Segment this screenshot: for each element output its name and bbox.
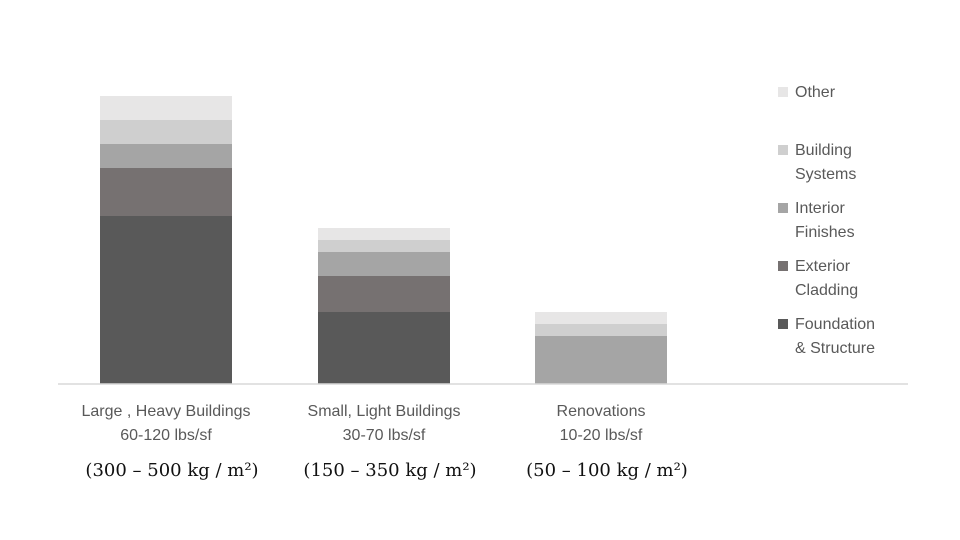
bar-segment-interior-finishes-cat-3 <box>535 336 667 384</box>
category-labels: Large , Heavy Buildings 60-120 lbs/sf (300… <box>82 403 688 481</box>
bar-segment-building-systems-cat-3 <box>535 324 667 336</box>
bar-segment-foundation-structure-cat-2 <box>318 312 450 384</box>
bar-segment-foundation-structure-cat-1 <box>100 216 232 384</box>
legend-label-other: Other <box>795 84 836 101</box>
bar-segment-interior-finishes-cat-2 <box>318 252 450 276</box>
legend-label-interior-finishes-line2: Finishes <box>795 224 855 241</box>
legend-swatch-interior-finishes <box>778 203 788 213</box>
legend-label-foundation-structure-line2: & Structure <box>795 340 875 357</box>
category-metric-2: (150 – 350 kg / m²) <box>303 460 476 481</box>
legend-swatch-other <box>778 87 788 97</box>
legend-swatch-exterior-cladding <box>778 261 788 271</box>
bar-segment-exterior-cladding-cat-2 <box>318 276 450 312</box>
legend: Other Building Systems Interior Finishes Exte… <box>778 84 875 357</box>
category-metric-1: (300 – 500 kg / m²) <box>85 460 258 481</box>
bar-segment-building-systems-cat-1 <box>100 120 232 144</box>
bar-segment-exterior-cladding-cat-1 <box>100 168 232 216</box>
category-metric-3: (50 – 100 kg / m²) <box>526 460 688 481</box>
legend-label-foundation-structure: Foundation <box>795 316 875 333</box>
bar-segment-other-cat-3 <box>535 312 667 324</box>
bar-segment-building-systems-cat-2 <box>318 240 450 252</box>
bar-segment-other-cat-1 <box>100 96 232 120</box>
legend-label-interior-finishes: Interior <box>795 200 845 217</box>
category-label-1: Large , Heavy Buildings <box>82 403 251 420</box>
legend-label-building-systems-line2: Systems <box>795 166 856 183</box>
bar-segment-other-cat-2 <box>318 228 450 240</box>
legend-label-exterior-cladding-line2: Cladding <box>795 282 858 299</box>
bar-segment-interior-finishes-cat-1 <box>100 144 232 168</box>
category-label-3: Renovations <box>557 403 646 420</box>
legend-swatch-foundation-structure <box>778 319 788 329</box>
legend-swatch-building-systems <box>778 145 788 155</box>
bars-group <box>100 96 667 384</box>
category-rate-2: 30-70 lbs/sf <box>343 427 426 444</box>
category-rate-1: 60-120 lbs/sf <box>120 427 212 444</box>
legend-label-building-systems: Building <box>795 142 852 159</box>
legend-label-exterior-cladding: Exterior <box>795 258 851 275</box>
category-rate-3: 10-20 lbs/sf <box>560 427 643 444</box>
category-label-2: Small, Light Buildings <box>308 403 461 420</box>
